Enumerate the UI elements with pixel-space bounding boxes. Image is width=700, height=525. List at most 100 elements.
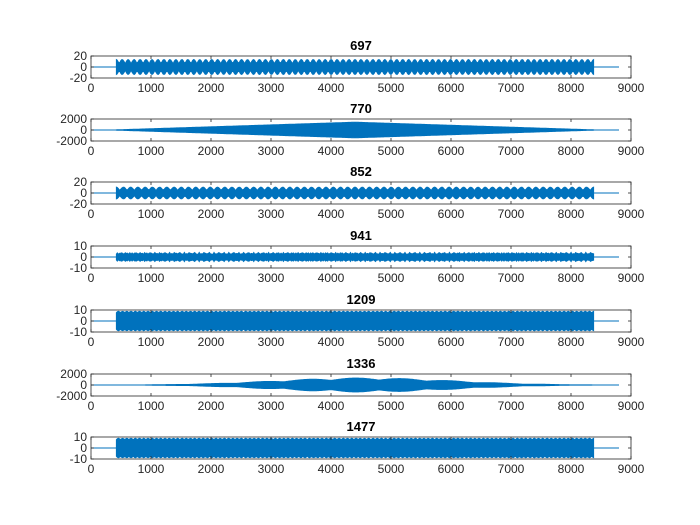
x-tick-label: 4000 [318, 271, 345, 285]
x-tick-label: 6000 [438, 81, 465, 95]
x-tick-label: 7000 [498, 81, 525, 95]
x-tick-label: 5000 [378, 462, 405, 476]
x-tick-label: 6000 [438, 335, 465, 349]
x-tick-label: 5000 [378, 207, 405, 221]
x-tick-label: 3000 [258, 207, 285, 221]
x-tick-label: 7000 [498, 462, 525, 476]
x-tick-label: 7000 [498, 207, 525, 221]
x-tick-label: 6000 [438, 144, 465, 158]
subplot-770: 770 0 1000 2000 3000 4000 5000 6000 7000 8000 9000… [56, 101, 644, 158]
x-tick-label: 3000 [258, 271, 285, 285]
x-tick-label: 6000 [438, 207, 465, 221]
y-tick-label: 20 [74, 175, 88, 189]
y-tick-label: 0 [80, 314, 87, 328]
x-tick-label: 3000 [258, 335, 285, 349]
x-tick-label: 2000 [198, 462, 225, 476]
signal-burst [115, 186, 595, 200]
x-tick-label: 1000 [138, 271, 165, 285]
subplot-852: 852 0 1000 2000 3000 4000 5000 6000 7000 8000 9000… [70, 164, 645, 221]
x-tick-label: 8000 [558, 271, 585, 285]
y-tick-label: 0 [80, 123, 87, 137]
signal-burst [115, 310, 595, 332]
x-tick-label: 7000 [498, 399, 525, 413]
x-tick-label: 5000 [378, 81, 405, 95]
x-tick-label: 2000 [198, 144, 225, 158]
y-tick-label: 0 [80, 250, 87, 264]
x-tick-label: 9000 [618, 207, 645, 221]
x-tick-label: 6000 [438, 399, 465, 413]
x-tick-label: 0 [88, 271, 95, 285]
x-tick-label: 1000 [138, 335, 165, 349]
x-tick-label: 8000 [558, 399, 585, 413]
y-tick-label: -10 [70, 325, 88, 339]
y-tick-label: 0 [80, 186, 87, 200]
x-tick-label: 2000 [198, 335, 225, 349]
x-tick-label: 5000 [378, 399, 405, 413]
y-tick-label: -10 [70, 261, 88, 275]
subplot-title: 941 [350, 228, 372, 243]
x-tick-label: 9000 [618, 81, 645, 95]
y-tick-label: 10 [74, 303, 88, 317]
x-tick-label: 7000 [498, 335, 525, 349]
x-tick-label: 0 [88, 335, 95, 349]
subplot-title: 1336 [347, 356, 376, 371]
y-tick-label: 2000 [60, 367, 87, 381]
signal-burst [115, 377, 595, 393]
x-tick-label: 0 [88, 462, 95, 476]
x-tick-label: 8000 [558, 81, 585, 95]
x-tick-label: 5000 [378, 144, 405, 158]
y-tick-label: 20 [74, 49, 88, 63]
x-tick-label: 7000 [498, 144, 525, 158]
x-tick-label: 0 [88, 399, 95, 413]
x-tick-label: 5000 [378, 335, 405, 349]
subplot-title: 1477 [347, 419, 376, 434]
subplot-941: 941 0 1000 2000 3000 4000 5000 6000 7000 8000 9000… [70, 228, 645, 285]
subplot-1477: 1477 0 1000 2000 3000 4000 5000 6000 7000 8000 900… [70, 419, 645, 476]
y-tick-label: 2000 [60, 112, 87, 126]
subplot-title: 770 [350, 101, 372, 116]
signal-burst [115, 251, 595, 263]
x-tick-label: 6000 [438, 271, 465, 285]
y-tick-label: -2000 [56, 134, 87, 148]
x-tick-label: 4000 [318, 335, 345, 349]
x-tick-label: 7000 [498, 271, 525, 285]
x-tick-label: 3000 [258, 144, 285, 158]
x-tick-label: 2000 [198, 81, 225, 95]
signal-burst [115, 58, 595, 76]
x-tick-label: 1000 [138, 462, 165, 476]
x-tick-label: 0 [88, 207, 95, 221]
x-tick-label: 4000 [318, 399, 345, 413]
y-tick-label: -10 [70, 452, 88, 466]
x-tick-label: 4000 [318, 81, 345, 95]
subplot-1336: 1336 0 1000 2000 3000 4000 5000 6000 7000 8000 900… [56, 356, 644, 413]
y-tick-label: 0 [80, 60, 87, 74]
y-tick-label: 0 [80, 378, 87, 392]
subplot-1209: 1209 0 1000 2000 3000 4000 5000 6000 7000 8000 900… [70, 292, 645, 349]
x-tick-label: 8000 [558, 462, 585, 476]
x-tick-label: 1000 [138, 144, 165, 158]
x-tick-label: 5000 [378, 271, 405, 285]
x-tick-label: 1000 [138, 207, 165, 221]
signal-burst [115, 121, 595, 139]
x-tick-label: 9000 [618, 335, 645, 349]
x-tick-label: 6000 [438, 462, 465, 476]
x-tick-label: 2000 [198, 271, 225, 285]
x-tick-label: 3000 [258, 462, 285, 476]
x-tick-label: 4000 [318, 144, 345, 158]
x-tick-label: 9000 [618, 271, 645, 285]
x-tick-label: 4000 [318, 207, 345, 221]
y-tick-label: 10 [74, 430, 88, 444]
y-tick-label: 0 [80, 441, 87, 455]
subplot-title: 852 [350, 164, 372, 179]
x-tick-label: 0 [88, 81, 95, 95]
x-tick-label: 9000 [618, 144, 645, 158]
x-tick-label: 1000 [138, 399, 165, 413]
x-tick-label: 8000 [558, 207, 585, 221]
signal-burst [115, 437, 595, 459]
x-tick-label: 9000 [618, 462, 645, 476]
x-tick-label: 4000 [318, 462, 345, 476]
x-tick-label: 3000 [258, 399, 285, 413]
subplot-title: 697 [350, 38, 372, 53]
y-tick-label: -2000 [56, 389, 87, 403]
